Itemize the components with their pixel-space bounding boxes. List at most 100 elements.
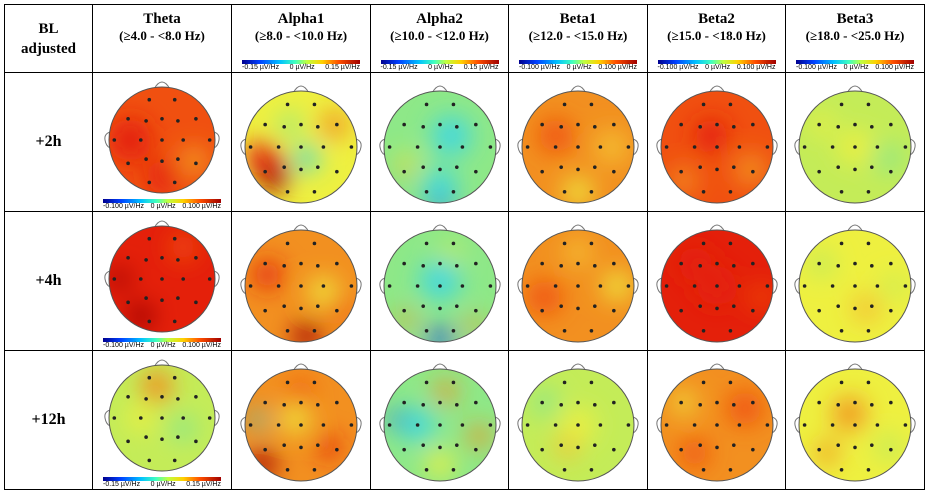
band-range: (≥8.0 - <10.0 Hz) <box>254 28 348 43</box>
activation-region <box>815 441 839 465</box>
scalp-map <box>655 224 778 343</box>
electrode-dot <box>701 102 705 107</box>
band-header: Beta3 (≥18.0 - <25.0 Hz) -0.100 µV/Hz 0 µV/… <box>785 4 925 73</box>
electrode-dot <box>401 308 406 313</box>
electrode-dot <box>335 308 339 313</box>
electrode-dot <box>559 264 563 268</box>
head-outline <box>660 368 773 482</box>
band-header: Beta1 (≥12.0 - <15.0 Hz) -0.100 µV/Hz 0 µV/… <box>508 4 648 73</box>
electrode-dot <box>299 284 303 288</box>
electrode-dot <box>112 277 117 281</box>
electrode-dot <box>830 145 835 149</box>
colorbar-min-label: -0.15 µV/Hz <box>242 64 280 71</box>
electrode-dot <box>194 117 198 121</box>
right-ear-outline <box>213 409 220 427</box>
electrode-dot <box>299 122 303 127</box>
electrode-dot <box>737 145 741 149</box>
electrode-dot <box>701 241 705 246</box>
activation-region <box>832 397 867 431</box>
activation-region <box>564 238 592 267</box>
left-ear-outline <box>794 138 801 156</box>
head-outline <box>383 368 496 482</box>
colorbar-mid-label: 0 µV/Hz <box>289 64 315 71</box>
electrode-dot <box>248 145 253 149</box>
timepoint-row: +4h -0.100 µV/Hz 0 µV/Hz 0.100 µV/Hz <box>4 211 925 351</box>
electrode-dot <box>285 102 290 107</box>
electrode-dot <box>312 190 317 194</box>
timepoint-row: +12h -0.15 µV/Hz 0 µV/Hz 0.15 µV/Hz <box>4 350 925 490</box>
electrode-dot <box>335 400 339 405</box>
electrode-dot <box>540 447 544 452</box>
electrode-dot <box>817 400 821 405</box>
activation-region <box>247 450 276 479</box>
activation-region <box>422 169 457 203</box>
electrode-dot <box>525 145 530 149</box>
scalp-map <box>794 363 916 482</box>
electrode-dot <box>299 261 303 266</box>
band-header: Alpha2 (≥10.0 - <12.0 Hz) -0.15 µV/Hz 0 µV/… <box>370 4 509 73</box>
electrode-dot <box>401 169 406 174</box>
band-name: Alpha2 <box>416 11 463 27</box>
scalp-map <box>104 220 220 333</box>
electrode-dot <box>598 284 603 288</box>
electrode-dot <box>553 284 558 288</box>
electrode-dot <box>589 190 594 194</box>
electrode-dot <box>335 122 339 127</box>
band-range: (≥4.0 - <8.0 Hz) <box>119 28 205 43</box>
activation-region <box>750 286 773 309</box>
electrode-dot <box>576 122 580 127</box>
electrode-dot <box>853 306 857 311</box>
electrode-dot <box>889 169 893 174</box>
activation-region <box>146 161 178 193</box>
topomap-wrapper <box>786 212 924 350</box>
colorbar-labels: -0.15 µV/Hz 0 µV/Hz 0.15 µV/Hz <box>242 64 360 72</box>
activation-region <box>320 110 349 139</box>
electrode-dot <box>540 169 544 174</box>
electrode-dot <box>420 165 425 169</box>
electrode-dot <box>853 400 857 405</box>
electrode-dot <box>830 284 835 288</box>
scalp-map <box>517 363 639 482</box>
electrode-dot <box>559 443 563 447</box>
band-header-content: Theta (≥4.0 - <8.0 Hz) <box>93 5 231 72</box>
electrode-dot <box>714 122 719 127</box>
left-ear-outline <box>240 277 247 295</box>
electrode-dot <box>299 400 303 405</box>
electrode-dot <box>299 167 303 172</box>
electrode-dot <box>160 256 164 260</box>
electrode-dot <box>451 102 455 107</box>
electrode-dot <box>207 416 212 420</box>
electrode-dot <box>836 443 840 447</box>
electrode-dot <box>562 468 567 472</box>
electrode-dot <box>263 308 267 313</box>
electrode-dot <box>437 306 442 311</box>
electrode-dot <box>817 122 821 127</box>
colorbar-mid-label: 0 µV/Hz <box>150 203 176 210</box>
electrode-dot <box>207 138 212 142</box>
electrode-dot <box>875 423 880 427</box>
electrode-dot <box>172 180 177 185</box>
electrode-dot <box>263 169 267 174</box>
topomap-cell <box>231 72 371 212</box>
electrode-dot <box>870 443 874 447</box>
topomap-wrapper <box>648 351 785 489</box>
electrode-dot <box>282 264 286 268</box>
electrode-dot <box>870 403 874 407</box>
band-header-content: Beta1 (≥12.0 - <15.0 Hz) -0.100 µV/Hz 0 µV/… <box>509 5 647 72</box>
right-ear-outline <box>632 138 639 156</box>
electrode-dot <box>312 329 317 333</box>
electrode-dot <box>678 261 683 266</box>
header-colorbar: -0.100 µV/Hz 0 µV/Hz 0.100 µV/Hz <box>657 60 776 72</box>
right-ear-outline <box>355 416 362 434</box>
electrode-dot <box>263 447 267 452</box>
head-outline <box>798 229 912 343</box>
electrode-dot <box>160 159 164 163</box>
left-ear-outline <box>517 277 524 295</box>
electrode-dot <box>285 241 290 246</box>
electrode-dot <box>181 416 185 420</box>
electrode-dot <box>765 423 769 427</box>
header-colorbar: -0.15 µV/Hz 0 µV/Hz 0.15 µV/Hz <box>380 60 499 72</box>
electrode-dot <box>870 304 874 308</box>
electrode-dot <box>285 380 290 385</box>
electrode-dot <box>714 167 719 172</box>
